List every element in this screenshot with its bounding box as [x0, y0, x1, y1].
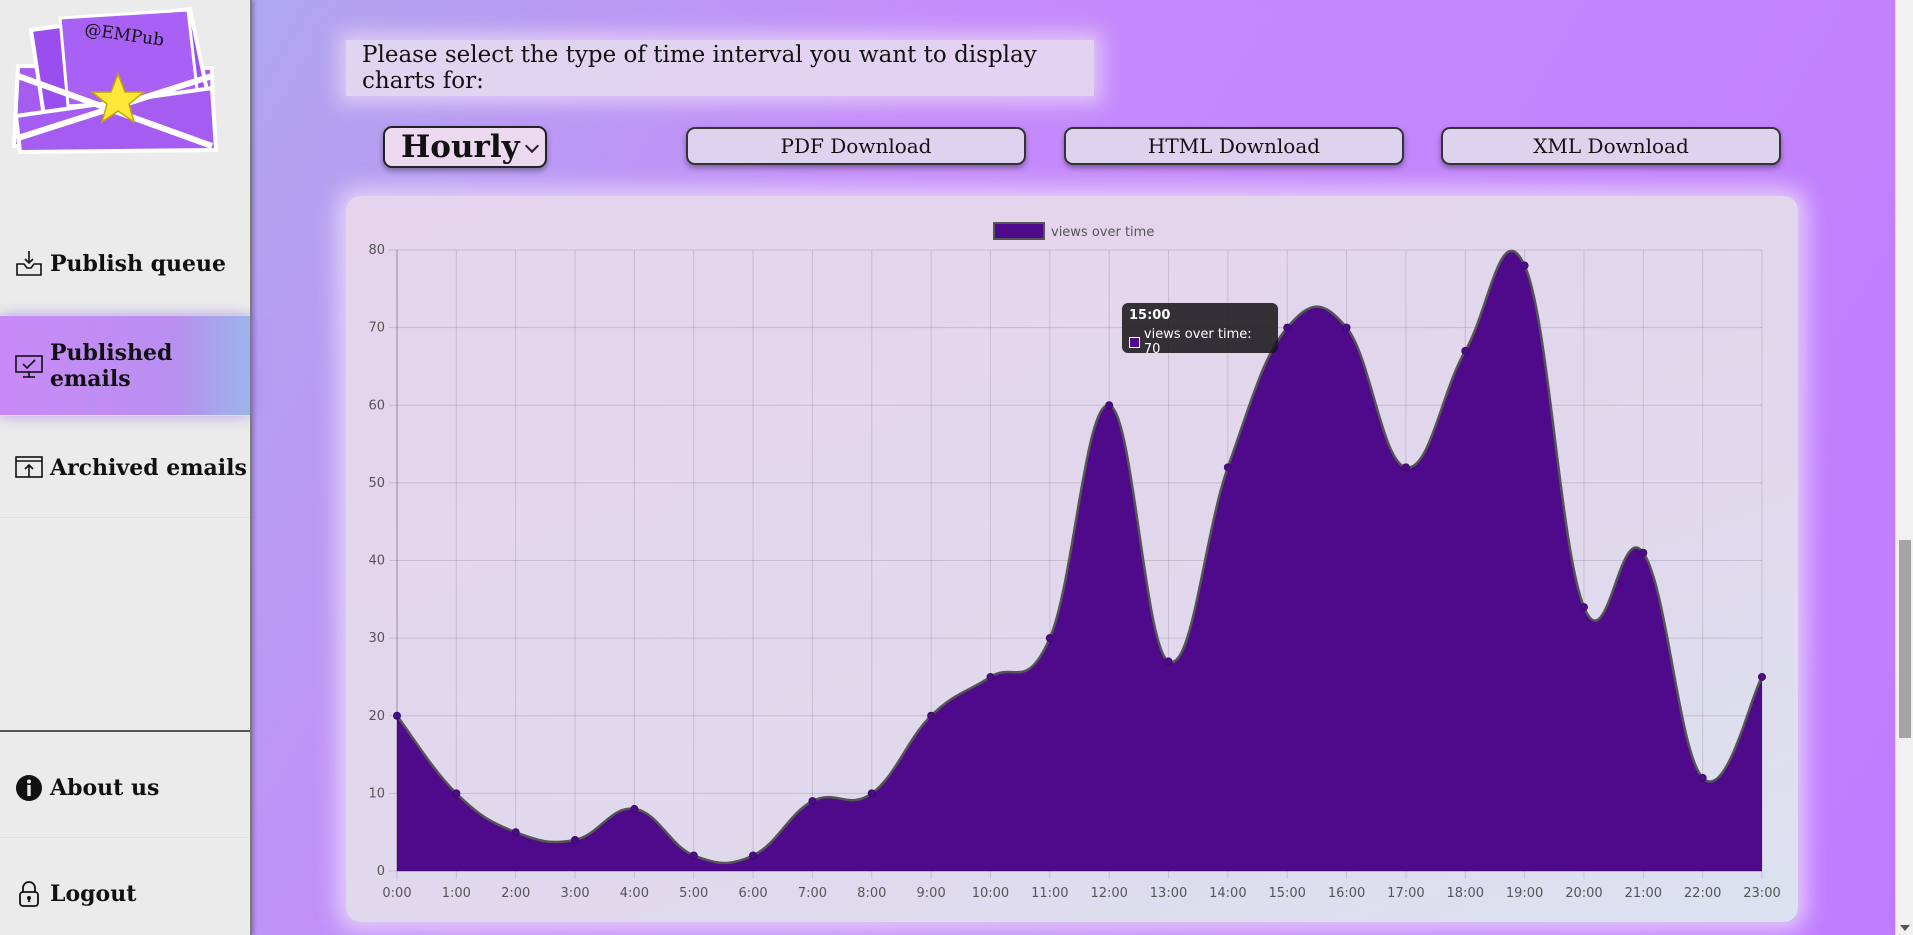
- data-point: [927, 711, 936, 720]
- interval-prompt: Please select the type of time interval …: [346, 40, 1094, 96]
- x-tick-label: 1:00: [442, 886, 471, 901]
- x-tick-label: 21:00: [1625, 886, 1662, 901]
- x-tick-label: 8:00: [857, 886, 886, 901]
- x-tick-label: 2:00: [501, 886, 530, 901]
- data-point: [571, 835, 580, 844]
- data-point: [1283, 323, 1292, 332]
- data-point: [452, 789, 461, 798]
- data-point: [630, 804, 639, 813]
- tooltip-body: views over time: 70: [1143, 327, 1252, 357]
- info-icon: [16, 774, 42, 801]
- data-point: [1164, 657, 1173, 666]
- x-tick-label: 7:00: [798, 886, 827, 901]
- x-tick-label: 16:00: [1328, 886, 1365, 901]
- y-tick-label: 80: [368, 243, 385, 258]
- data-point: [1401, 463, 1410, 472]
- data-point: [1342, 323, 1351, 332]
- x-tick-label: 9:00: [917, 886, 946, 901]
- data-point: [1223, 463, 1232, 472]
- data-point: [511, 828, 520, 837]
- chevron-down-icon: [524, 138, 540, 154]
- monitor-check-icon: [15, 354, 43, 378]
- x-tick-label: 3:00: [560, 886, 589, 901]
- nav-logout[interactable]: Logout: [0, 844, 250, 935]
- y-tick-label: 40: [368, 554, 385, 569]
- pdf-download-button[interactable]: PDF Download: [686, 127, 1026, 165]
- interval-select[interactable]: Hourly: [383, 126, 547, 168]
- legend-swatch: [993, 222, 1045, 240]
- data-point: [749, 851, 758, 860]
- y-tick-label: 20: [368, 709, 385, 724]
- x-tick-label: 13:00: [1150, 886, 1187, 901]
- x-tick-label: 18:00: [1447, 886, 1484, 901]
- nav-label: Logout: [50, 880, 137, 907]
- lock-icon: [19, 880, 39, 907]
- sidebar: @EMPub Publish queue Published emails Ar…: [0, 0, 252, 935]
- y-tick-label: 60: [368, 398, 385, 413]
- x-tick-label: 19:00: [1506, 886, 1543, 901]
- scroll-thumb[interactable]: [1899, 540, 1911, 738]
- x-tick-label: 12:00: [1090, 886, 1127, 901]
- tooltip-swatch: [1129, 336, 1140, 348]
- nav-publish-queue[interactable]: Publish queue: [0, 214, 250, 314]
- nav-label: About us: [50, 774, 160, 801]
- tooltip-title: 15:00: [1129, 308, 1171, 323]
- y-tick-label: 10: [368, 786, 385, 801]
- data-point: [1105, 401, 1114, 410]
- xml-download-button[interactable]: XML Download: [1441, 127, 1781, 165]
- x-tick-label: 0:00: [382, 886, 411, 901]
- page-scrollbar[interactable]: [1895, 0, 1913, 935]
- html-download-button[interactable]: HTML Download: [1064, 127, 1404, 165]
- series-area: [397, 250, 1762, 871]
- y-tick-label: 70: [368, 321, 385, 336]
- empub-logo[interactable]: @EMPub: [12, 6, 224, 154]
- interval-select-value: Hourly: [401, 129, 520, 165]
- data-point: [867, 789, 876, 798]
- data-point: [986, 672, 995, 681]
- x-tick-label: 15:00: [1268, 886, 1305, 901]
- y-tick-label: 0: [377, 864, 385, 879]
- data-point: [1045, 634, 1054, 643]
- x-tick-label: 11:00: [1031, 886, 1068, 901]
- data-point: [1698, 773, 1707, 782]
- y-tick-label: 50: [368, 476, 385, 491]
- nav-label: Archived emails: [50, 454, 247, 481]
- sidebar-divider: [0, 730, 250, 732]
- x-tick-label: 5:00: [679, 886, 708, 901]
- chart-tooltip: 15:00 views over time: 70: [1122, 303, 1278, 357]
- data-point: [1639, 548, 1648, 557]
- data-point: [393, 711, 401, 720]
- x-tick-label: 10:00: [972, 886, 1009, 901]
- y-tick-label: 30: [368, 631, 385, 646]
- scroll-down-arrow-icon[interactable]: [1900, 925, 1910, 931]
- chart-panel: 0 10 20 30 40 50 60 70 80 0:00 1:00 2:00 3:00 4:00 5:0…: [346, 196, 1798, 922]
- x-tick-label: 6:00: [738, 886, 767, 901]
- data-point: [1579, 603, 1588, 612]
- nav-label: Published emails: [50, 339, 173, 392]
- legend-label: views over time: [1051, 225, 1154, 240]
- data-point: [808, 797, 817, 806]
- nav-archived-emails[interactable]: Archived emails: [0, 418, 250, 518]
- x-tick-label: 17:00: [1387, 886, 1424, 901]
- x-tick-label: 20:00: [1565, 886, 1602, 901]
- data-point: [1520, 261, 1529, 270]
- x-tick-label: 23:00: [1743, 886, 1780, 901]
- x-tick-label: 4:00: [620, 886, 649, 901]
- nav-label: Publish queue: [50, 250, 227, 277]
- x-tick-label: 14:00: [1209, 886, 1246, 901]
- x-tick-label: 22:00: [1684, 886, 1721, 901]
- nav-published-emails[interactable]: Published emails: [0, 316, 250, 416]
- data-point: [689, 851, 698, 860]
- views-chart[interactable]: 0 10 20 30 40 50 60 70 80 0:00 1:00 2:00 3:00 4:00 5:0…: [346, 196, 1798, 922]
- inbox-download-icon: [16, 250, 42, 276]
- window-upload-icon: [15, 455, 43, 478]
- data-point: [1758, 672, 1766, 681]
- data-point: [1461, 346, 1470, 355]
- nav-about-us[interactable]: About us: [0, 738, 250, 838]
